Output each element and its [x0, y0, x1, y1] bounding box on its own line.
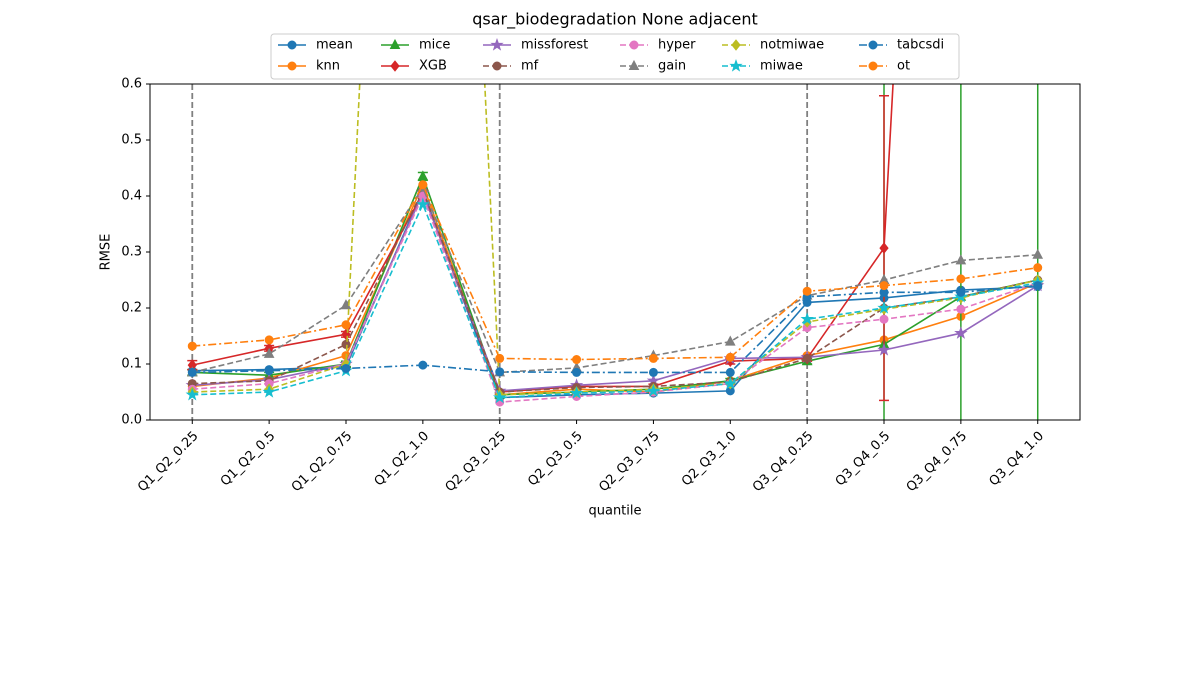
- marker: [262, 384, 276, 398]
- marker: [956, 274, 966, 284]
- marker: [490, 37, 504, 51]
- legend-label: tabcsdi: [897, 38, 944, 53]
- legend-label: notmiwae: [760, 38, 824, 53]
- marker: [723, 376, 737, 390]
- marker: [187, 367, 197, 377]
- legend-label: ot: [897, 59, 910, 74]
- marker: [629, 40, 639, 50]
- y-tick-label: 0.6: [121, 77, 142, 92]
- marker: [185, 387, 199, 401]
- marker: [879, 281, 889, 291]
- marker: [868, 40, 878, 50]
- marker: [725, 352, 735, 362]
- series-line: [192, 84, 894, 393]
- marker: [956, 304, 966, 314]
- marker: [390, 60, 400, 72]
- marker: [287, 40, 297, 50]
- marker: [341, 339, 351, 349]
- marker: [724, 335, 736, 346]
- y-tick-label: 0.3: [121, 245, 142, 260]
- marker: [800, 312, 814, 325]
- marker: [493, 390, 507, 404]
- x-axis-label: quantile: [588, 504, 641, 519]
- marker: [418, 180, 428, 190]
- legend-box: [270, 33, 960, 80]
- legend-label: missforest: [521, 38, 588, 53]
- series-line: [192, 191, 1039, 392]
- series-line: [192, 193, 1038, 403]
- marker: [569, 386, 584, 399]
- marker: [341, 320, 351, 330]
- y-tick-label: 0.4: [121, 189, 142, 204]
- marker: [868, 61, 878, 71]
- chart-title: qsar_biodegradation None adjacent: [472, 10, 758, 30]
- legend-label: XGB: [419, 59, 447, 74]
- legend-label: gain: [658, 59, 686, 74]
- y-tick-label: 0.2: [121, 301, 142, 316]
- marker: [725, 367, 735, 377]
- series-line: [192, 188, 1038, 393]
- marker: [954, 326, 968, 339]
- y-tick-label: 0.5: [121, 133, 142, 148]
- marker: [879, 314, 889, 324]
- marker: [418, 360, 428, 370]
- marker: [648, 367, 658, 377]
- series-line: [192, 185, 1038, 374]
- marker: [731, 39, 741, 51]
- y-axis-label: RMSE: [99, 234, 114, 271]
- marker: [877, 300, 891, 314]
- legend-label: mice: [419, 38, 450, 53]
- marker: [648, 353, 658, 363]
- legend-label: hyper: [658, 38, 696, 53]
- marker: [802, 353, 812, 363]
- marker: [802, 286, 812, 296]
- marker: [729, 58, 743, 72]
- y-tick-label: 0.0: [121, 413, 142, 428]
- marker: [646, 383, 661, 397]
- marker: [1032, 248, 1044, 259]
- marker: [341, 363, 351, 373]
- marker: [1033, 263, 1043, 273]
- y-tick-label: 0.1: [121, 357, 142, 372]
- marker: [877, 342, 891, 356]
- series-line: [192, 182, 1038, 361]
- legend-label: miwae: [760, 59, 803, 74]
- marker: [287, 61, 297, 71]
- marker: [956, 287, 966, 297]
- marker: [495, 353, 505, 363]
- series-line: [192, 284, 1038, 374]
- legend-label: mf: [521, 59, 539, 74]
- marker: [492, 61, 502, 71]
- legend-label: mean: [316, 38, 353, 53]
- marker: [264, 335, 274, 345]
- marker: [572, 355, 582, 365]
- marker: [879, 242, 889, 254]
- marker: [628, 59, 640, 70]
- marker: [572, 367, 582, 377]
- marker: [955, 254, 967, 265]
- legend-label: knn: [316, 59, 340, 74]
- marker: [495, 367, 505, 377]
- marker: [187, 341, 197, 351]
- marker: [416, 197, 430, 211]
- marker: [263, 347, 275, 358]
- marker: [264, 366, 274, 376]
- marker: [417, 170, 429, 181]
- plot-area: [185, 84, 1045, 420]
- marker: [389, 38, 401, 49]
- marker: [1033, 281, 1043, 291]
